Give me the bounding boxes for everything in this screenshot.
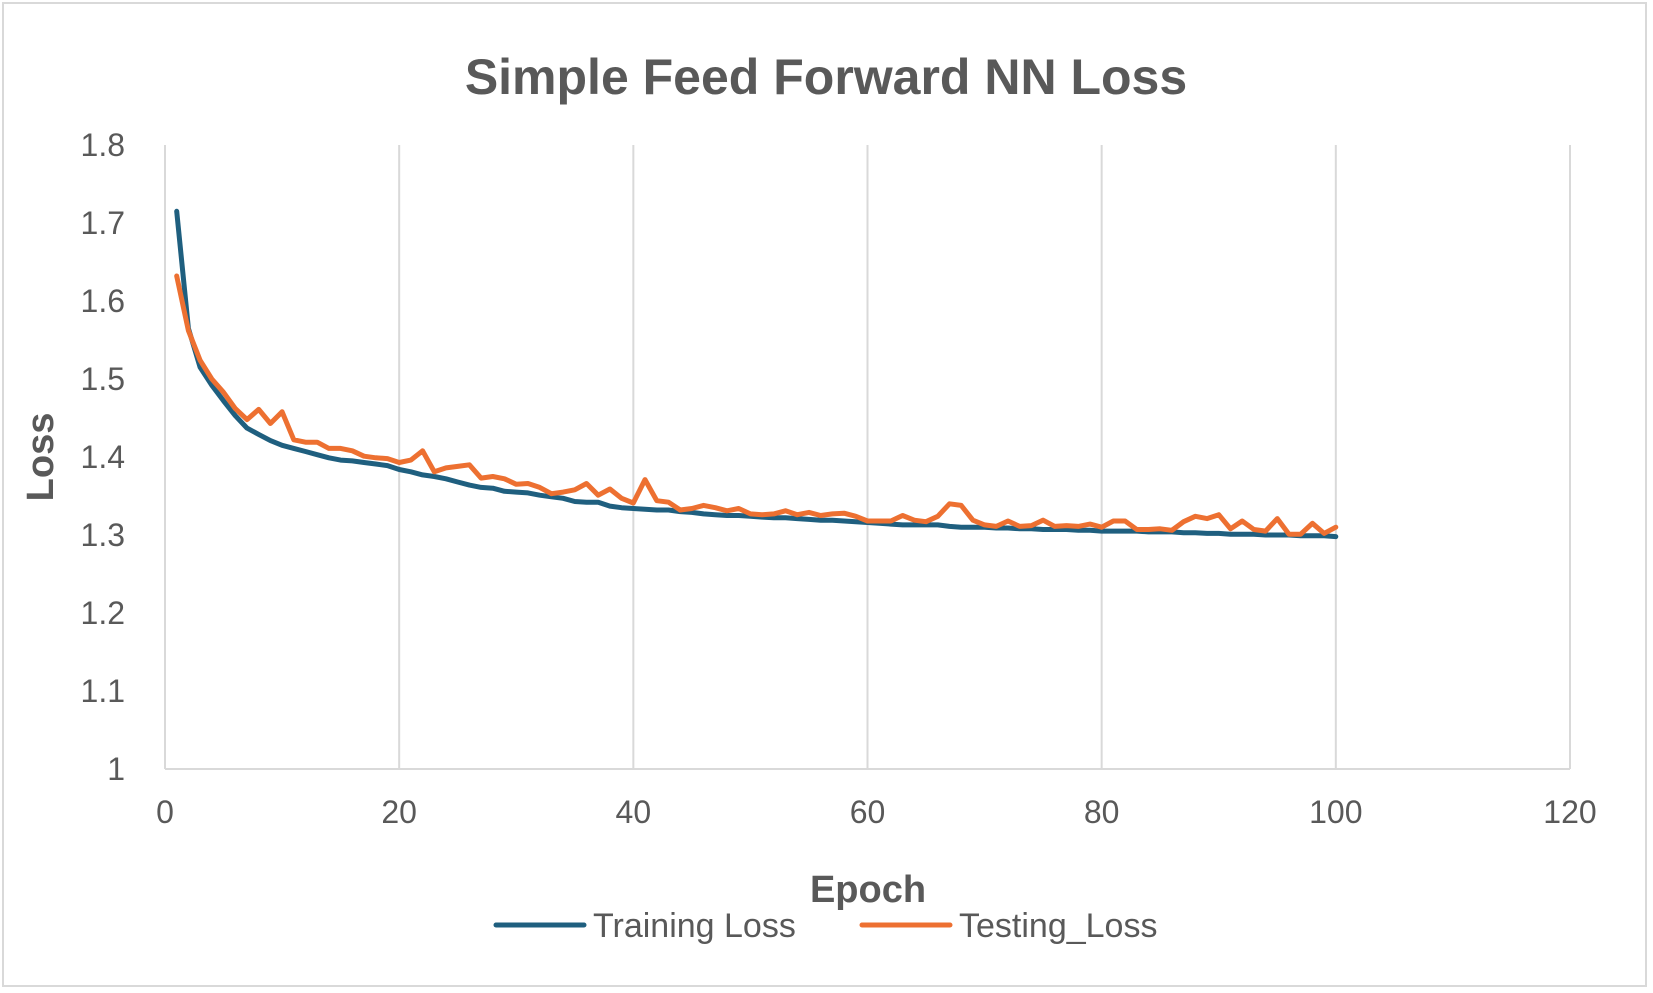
x-tick-label: 60 — [850, 794, 886, 830]
series-line-training-loss — [174, 208, 1339, 540]
x-tick-label: 0 — [156, 794, 174, 830]
y-tick-label: 1.5 — [81, 361, 125, 397]
x-tick-label: 80 — [1084, 794, 1120, 830]
y-tick-label: 1 — [107, 751, 125, 787]
axes — [164, 145, 1570, 770]
y-tick-labels: 1 1.1 1.2 1.3 1.4 1.5 1.6 1.7 1.8 — [81, 127, 125, 787]
x-tick-label: 40 — [616, 794, 652, 830]
y-tick-label: 1.8 — [81, 127, 125, 163]
y-tick-label: 1.6 — [81, 283, 125, 319]
gridlines — [398, 145, 1571, 769]
series-line-testing-loss — [174, 273, 1339, 537]
legend-label: Testing_Loss — [959, 907, 1157, 945]
series-lines — [174, 208, 1339, 540]
chart-title: Simple Feed Forward NN Loss — [465, 49, 1187, 105]
y-tick-label: 1.3 — [81, 517, 125, 553]
legend-label: Training Loss — [593, 907, 796, 945]
x-axis-title: Epoch — [810, 869, 926, 911]
y-tick-label: 1.7 — [81, 205, 125, 241]
x-tick-label: 100 — [1309, 794, 1362, 830]
y-axis-title: Loss — [20, 413, 62, 502]
legend: Training Loss Testing_Loss — [493, 907, 1157, 945]
x-tick-labels: 0 20 40 60 80 100 120 — [156, 794, 1597, 830]
y-tick-label: 1.4 — [81, 439, 125, 475]
x-tick-label: 20 — [381, 794, 417, 830]
y-tick-label: 1.1 — [81, 673, 125, 709]
y-tick-label: 1.2 — [81, 595, 125, 631]
x-tick-label: 120 — [1543, 794, 1596, 830]
